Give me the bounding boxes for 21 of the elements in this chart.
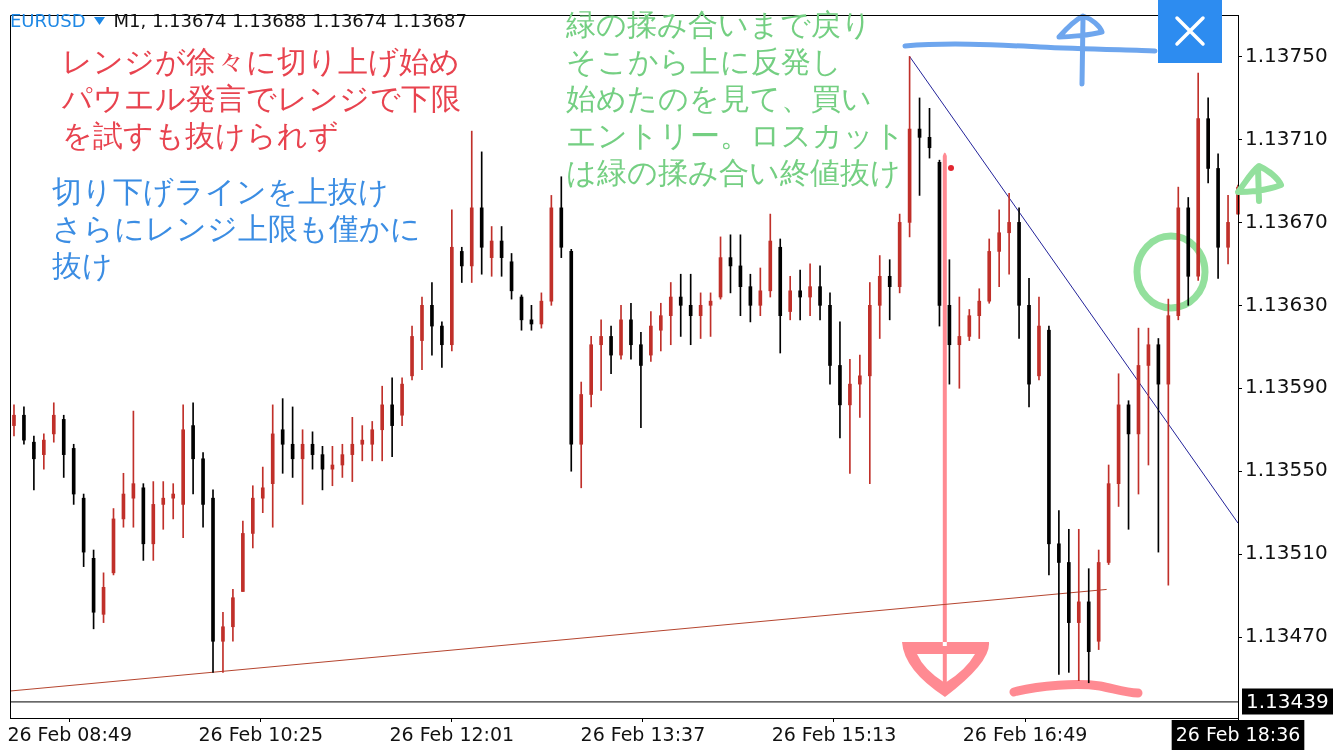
annotation: 緑の揉み合いまで戻りそこから上に反発し始めたのを見て、買いエントリー。ロスカットは緑の揉み合い終値抜け	[565, 6, 905, 190]
ref-line-label: 1.13439	[1246, 688, 1329, 713]
x-tick-label: 26 Feb 18:36	[1175, 723, 1301, 746]
annotation: レンジが徐々に切り上げ始めパウエル発言でレンジで下限を試すも抜けられず	[61, 43, 461, 153]
y-tick-label: 1.13550	[1245, 457, 1328, 482]
y-tick-label: 1.13590	[1245, 374, 1328, 399]
y-tick-label: 1.13670	[1245, 208, 1328, 233]
y-tick-label: 1.13470	[1245, 623, 1328, 648]
x-tick-label: 26 Feb 10:25	[198, 723, 324, 746]
annotation: 切り下げラインを上抜けさらにレンジ上限も僅かに抜け	[52, 173, 421, 283]
y-tick-label: 1.13630	[1245, 291, 1328, 316]
y-tick-label: 1.13510	[1245, 540, 1328, 565]
x-tick-label: 26 Feb 13:37	[580, 723, 706, 746]
x-tick-label: 26 Feb 16:49	[962, 723, 1088, 746]
chart-title: EURUSD	[10, 10, 86, 31]
y-tick-label: 1.13710	[1245, 125, 1328, 150]
x-tick-label: 26 Feb 08:49	[7, 723, 133, 746]
y-tick-label: 1.13750	[1245, 42, 1328, 67]
x-tick-label: 26 Feb 12:01	[389, 723, 515, 746]
x-tick-label: 26 Feb 15:13	[771, 723, 897, 746]
chart-subtitle: M1, 1.13674 1.13688 1.13674 1.13687	[113, 10, 467, 31]
